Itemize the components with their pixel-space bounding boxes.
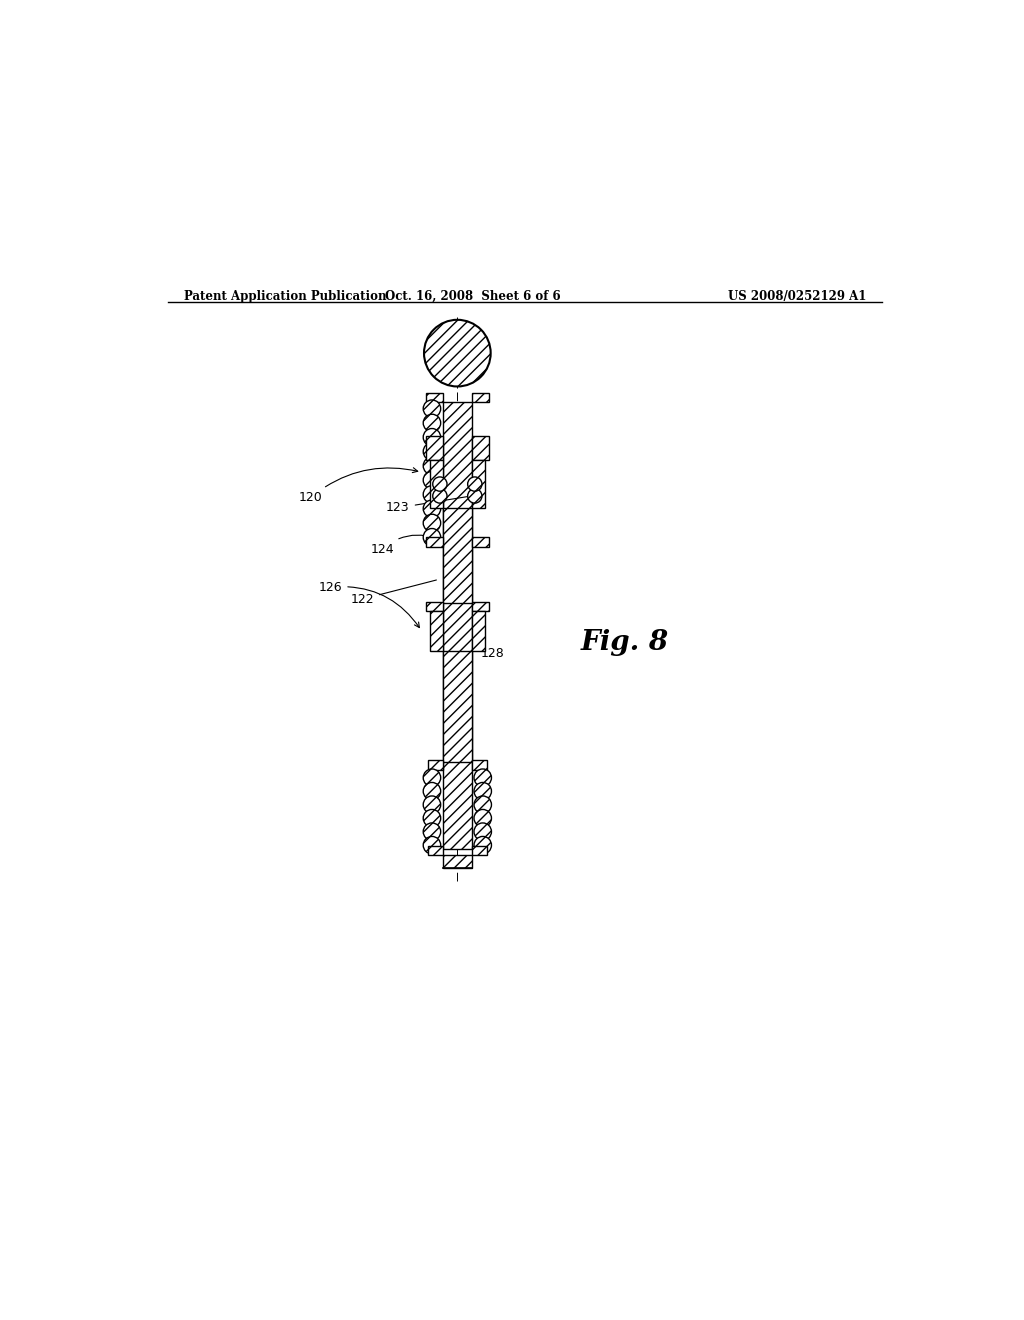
Bar xyxy=(426,537,443,546)
Bar xyxy=(428,760,443,770)
Circle shape xyxy=(468,488,482,503)
Text: 126: 126 xyxy=(318,581,420,627)
Circle shape xyxy=(474,783,492,800)
Bar xyxy=(426,393,443,403)
Bar xyxy=(472,437,489,461)
Bar xyxy=(430,461,443,508)
Text: Fig. 8: Fig. 8 xyxy=(581,630,669,656)
Circle shape xyxy=(423,486,440,503)
Bar xyxy=(472,846,487,855)
Text: Patent Application Publication: Patent Application Publication xyxy=(183,289,386,302)
Bar xyxy=(443,403,472,546)
Circle shape xyxy=(474,809,492,826)
Circle shape xyxy=(423,822,440,841)
Text: 122: 122 xyxy=(350,579,436,606)
Circle shape xyxy=(423,429,440,446)
Text: 128: 128 xyxy=(478,640,505,660)
Bar xyxy=(443,855,472,869)
Bar xyxy=(472,537,489,546)
Circle shape xyxy=(474,796,492,813)
Circle shape xyxy=(433,488,447,503)
Text: US 2008/0252129 A1: US 2008/0252129 A1 xyxy=(728,289,866,302)
Bar xyxy=(426,602,443,611)
Circle shape xyxy=(423,500,440,517)
Text: 124: 124 xyxy=(371,535,435,556)
Circle shape xyxy=(474,822,492,841)
Circle shape xyxy=(423,457,440,475)
Bar xyxy=(443,508,472,603)
Circle shape xyxy=(423,515,440,532)
Circle shape xyxy=(423,471,440,488)
Circle shape xyxy=(423,837,440,854)
Bar xyxy=(472,760,487,770)
Circle shape xyxy=(424,319,490,387)
Bar xyxy=(472,461,485,508)
Circle shape xyxy=(423,414,440,432)
Circle shape xyxy=(423,770,440,787)
Text: 120: 120 xyxy=(299,467,418,504)
Bar xyxy=(443,546,472,849)
Bar xyxy=(426,437,443,461)
Bar xyxy=(472,393,489,403)
Circle shape xyxy=(423,809,440,826)
Bar xyxy=(428,846,443,855)
Circle shape xyxy=(433,477,447,491)
Circle shape xyxy=(423,400,440,417)
Bar xyxy=(472,611,485,651)
Circle shape xyxy=(423,528,440,546)
Circle shape xyxy=(423,796,440,813)
Circle shape xyxy=(468,477,482,491)
Bar xyxy=(443,651,472,762)
Circle shape xyxy=(423,783,440,800)
Text: Oct. 16, 2008  Sheet 6 of 6: Oct. 16, 2008 Sheet 6 of 6 xyxy=(385,289,561,302)
Bar xyxy=(472,602,489,611)
Circle shape xyxy=(474,837,492,854)
Circle shape xyxy=(474,770,492,787)
Text: 123: 123 xyxy=(386,494,483,515)
Bar xyxy=(430,611,443,651)
Circle shape xyxy=(423,442,440,461)
